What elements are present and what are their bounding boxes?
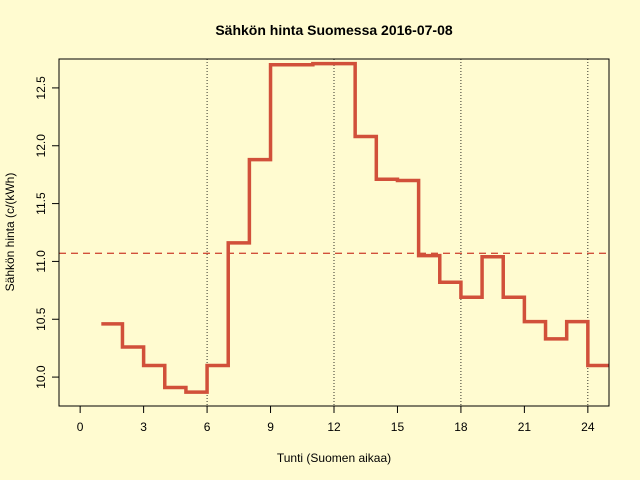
x-tick-label-9: 9 [267, 420, 274, 434]
x-axis-label: Tunti (Suomen aikaa) [277, 451, 391, 465]
x-tick-label-24: 24 [581, 420, 595, 434]
x-tick-label-18: 18 [454, 420, 468, 434]
x-tick-label-12: 12 [327, 420, 341, 434]
x-tick-label-0: 0 [77, 420, 84, 434]
price-step-line [101, 61, 609, 394]
x-tick-label-6: 6 [204, 420, 211, 434]
y-tick-label-12: 12.0 [34, 134, 48, 158]
y-tick-label-11.5: 11.5 [34, 192, 48, 215]
x-tick-label-3: 3 [140, 420, 147, 434]
x-axis: 0 3 6 9 12 15 18 21 24 [77, 405, 595, 434]
y-tick-label-11: 11.0 [34, 250, 48, 273]
vertical-gridlines [206, 59, 589, 406]
x-tick-label-21: 21 [518, 420, 532, 434]
x-tick-label-15: 15 [391, 420, 405, 434]
y-axis: 10.0 10.5 11.0 11.5 12.0 12.5 [34, 76, 60, 389]
y-axis-label: Sähkön hinta (c/(kWh) [3, 173, 17, 292]
chart-title: Sähkön hinta Suomessa 2016-07-08 [215, 22, 453, 38]
y-tick-label-12.5: 12.5 [34, 76, 48, 100]
y-tick-label-10: 10.0 [34, 365, 48, 389]
y-tick-label-10.5: 10.5 [34, 307, 48, 331]
